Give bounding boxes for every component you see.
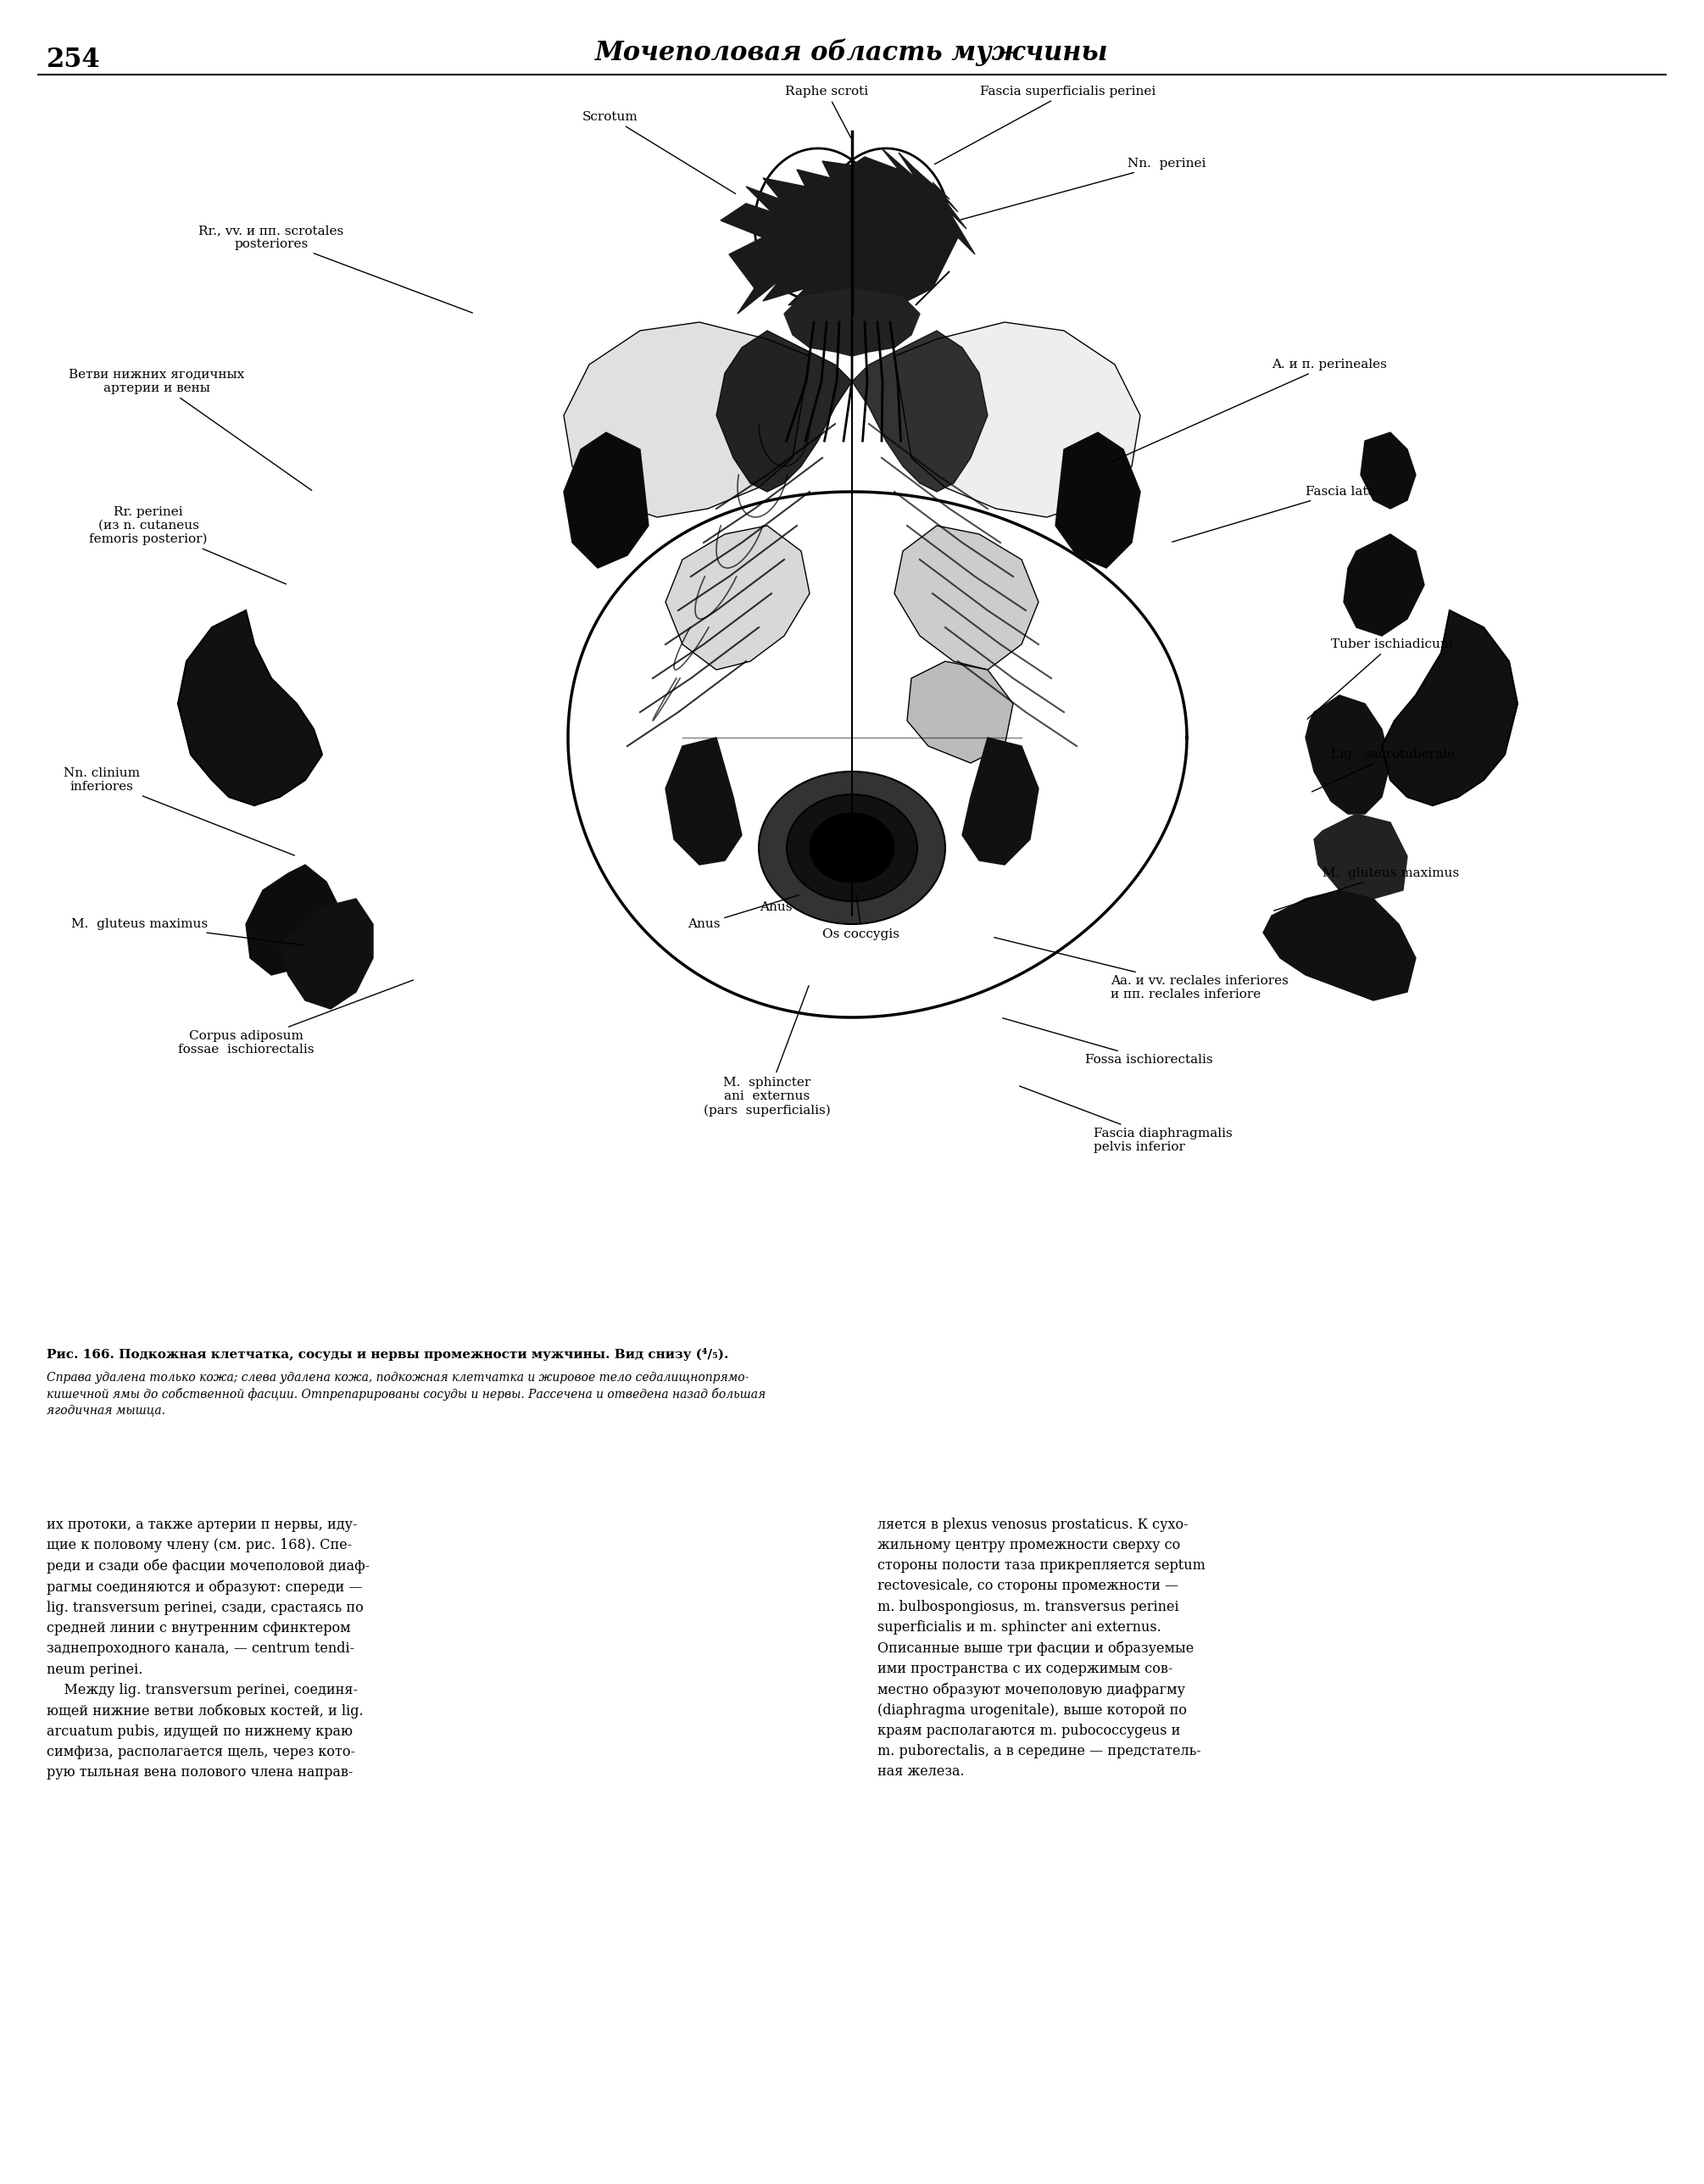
Polygon shape	[716, 330, 852, 491]
Polygon shape	[1344, 535, 1425, 636]
Polygon shape	[1382, 612, 1518, 806]
Text: Nn.  perinei: Nn. perinei	[961, 157, 1206, 221]
Text: 254: 254	[46, 46, 101, 72]
Text: Fascia diaphragmalis
pelvis inferior: Fascia diaphragmalis pelvis inferior	[1019, 1085, 1232, 1153]
Text: Tuber ischiadicum: Tuber ischiadicum	[1307, 638, 1452, 719]
Text: Fossa ischiorectalis: Fossa ischiorectalis	[1002, 1018, 1213, 1066]
Text: Рис. 166. Подкожная клетчатка, сосуды и нервы промежности мужчины. Вид снизу (⁴/: Рис. 166. Подкожная клетчатка, сосуды и …	[46, 1348, 729, 1361]
Polygon shape	[1263, 891, 1416, 1000]
Text: Fascia lata: Fascia lata	[1172, 485, 1375, 542]
Ellipse shape	[787, 795, 917, 902]
Polygon shape	[907, 662, 1014, 762]
Polygon shape	[895, 526, 1038, 670]
Polygon shape	[567, 491, 1188, 1018]
Polygon shape	[1055, 432, 1140, 568]
Polygon shape	[823, 149, 949, 301]
Text: их протоки, а также артерии п нервы, иду-
щие к половому члену (см. рис. 168). С: их протоки, а также артерии п нервы, иду…	[46, 1518, 370, 1780]
Text: Corpus adiposum
fossae  ischiorectalis: Corpus adiposum fossae ischiorectalis	[177, 981, 412, 1055]
Polygon shape	[852, 330, 988, 491]
Text: Anus: Anus	[687, 895, 799, 930]
Text: Os coccygis: Os coccygis	[821, 928, 900, 941]
Polygon shape	[784, 288, 920, 356]
Polygon shape	[721, 149, 975, 323]
Text: Nn. clinium
inferiores: Nn. clinium inferiores	[63, 767, 295, 856]
Text: Rr. perinei
(из n. cutaneus
femoris posterior): Rr. perinei (из n. cutaneus femoris post…	[89, 507, 286, 583]
Text: Lig.  sacrotuberale: Lig. sacrotuberale	[1312, 749, 1455, 793]
Text: ляется в plexus venosus prostaticus. К сухо-
жильному центру промежности сверху : ляется в plexus venosus prostaticus. К с…	[878, 1518, 1205, 1780]
Text: Raphe scroti: Raphe scroti	[786, 85, 867, 138]
Text: Fascia superficialis perinei: Fascia superficialis perinei	[934, 85, 1155, 164]
Polygon shape	[564, 432, 649, 568]
Text: Anus: Anus	[760, 902, 792, 913]
Polygon shape	[666, 526, 809, 670]
Polygon shape	[564, 323, 809, 518]
Polygon shape	[755, 149, 881, 301]
Polygon shape	[1314, 815, 1408, 898]
Polygon shape	[895, 323, 1140, 518]
Polygon shape	[963, 738, 1038, 865]
Ellipse shape	[809, 812, 895, 882]
Text: M.  sphincter
ani  externus
(pars  superficialis): M. sphincter ani externus (pars superfic…	[704, 985, 832, 1116]
Text: Aa. и vv. reclales inferiores
и пп. reclales inferiore: Aa. и vv. reclales inferiores и пп. recl…	[993, 937, 1288, 1000]
Text: M.  gluteus maximus: M. gluteus maximus	[72, 917, 303, 946]
Polygon shape	[666, 738, 741, 865]
Ellipse shape	[758, 771, 946, 924]
Text: Ветви нижних ягодичных
артерии и вены: Ветви нижних ягодичных артерии и вены	[68, 369, 312, 491]
Text: Мочеполовая область мужчины: Мочеполовая область мужчины	[595, 37, 1109, 66]
Polygon shape	[1361, 432, 1416, 509]
Text: Scrotum: Scrotum	[583, 111, 736, 194]
Text: Справа удалена только кожа; слева удалена кожа, подкожная клетчатка и жировое те: Справа удалена только кожа; слева удален…	[46, 1372, 765, 1415]
Polygon shape	[177, 612, 322, 806]
Polygon shape	[1305, 695, 1390, 815]
Text: M.  gluteus maximus: M. gluteus maximus	[1275, 867, 1459, 911]
Text: Rr., vv. и пп. scrotales
posteriores: Rr., vv. и пп. scrotales posteriores	[199, 225, 472, 312]
Text: A. и п. perineales: A. и п. perineales	[1113, 358, 1387, 461]
Polygon shape	[245, 865, 339, 974]
Polygon shape	[279, 898, 373, 1009]
